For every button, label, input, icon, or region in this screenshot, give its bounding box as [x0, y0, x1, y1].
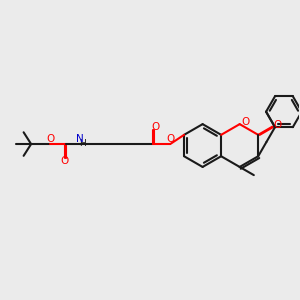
Text: O: O: [274, 120, 282, 130]
Text: O: O: [152, 122, 160, 132]
Text: N: N: [76, 134, 84, 144]
Text: O: O: [46, 134, 55, 144]
Text: O: O: [166, 134, 174, 144]
Text: O: O: [60, 156, 68, 166]
Text: H: H: [79, 139, 86, 148]
Text: O: O: [241, 117, 249, 127]
